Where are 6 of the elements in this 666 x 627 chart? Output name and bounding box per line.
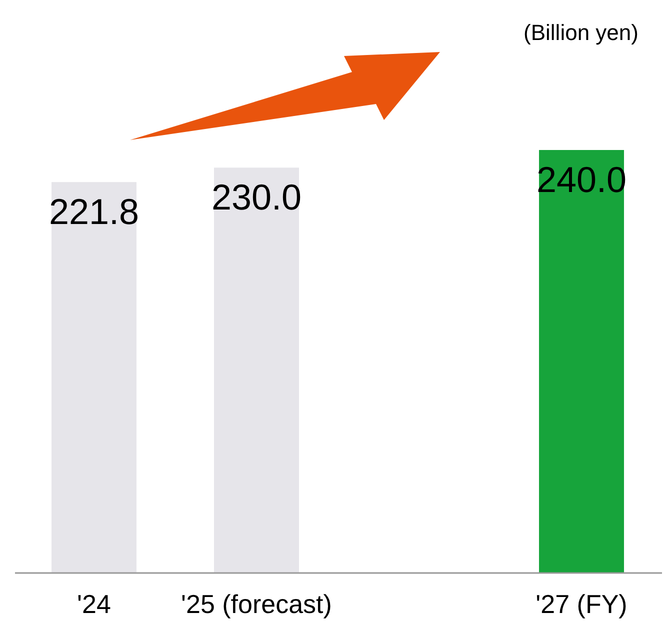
x-tick-label: '24	[77, 589, 111, 619]
x-tick-label: '27 (FY)	[536, 589, 628, 619]
text: (Billion yen)	[524, 20, 638, 45]
data-label: 221.8	[48, 191, 140, 232]
data-label: 230.0	[211, 176, 302, 218]
x-tick-label: '25 (forecast)	[181, 589, 332, 619]
